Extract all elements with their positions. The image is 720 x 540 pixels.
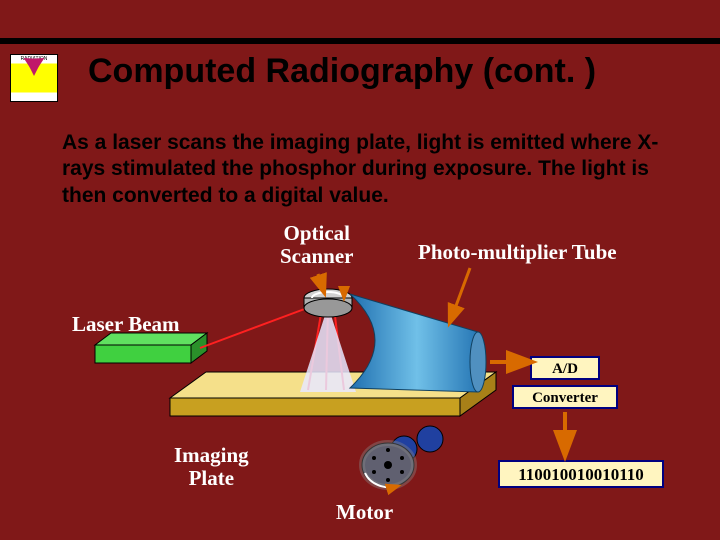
emitted-light <box>300 306 356 392</box>
title-rule <box>0 38 720 44</box>
page-title: Computed Radiography (cont. ) <box>88 52 596 91</box>
radiation-icon: RADIATION <box>10 54 58 102</box>
pmt-pointer-arrow <box>450 268 470 322</box>
optical-scanner-shape <box>304 289 352 317</box>
diagram-svg <box>0 260 720 540</box>
pmt-shape <box>350 294 486 392</box>
description-text: As a laser scans the imaging plate, ligh… <box>62 130 662 209</box>
signal-arrows <box>490 362 565 454</box>
laser-source-shape <box>95 333 207 363</box>
motor-assembly <box>362 426 443 487</box>
